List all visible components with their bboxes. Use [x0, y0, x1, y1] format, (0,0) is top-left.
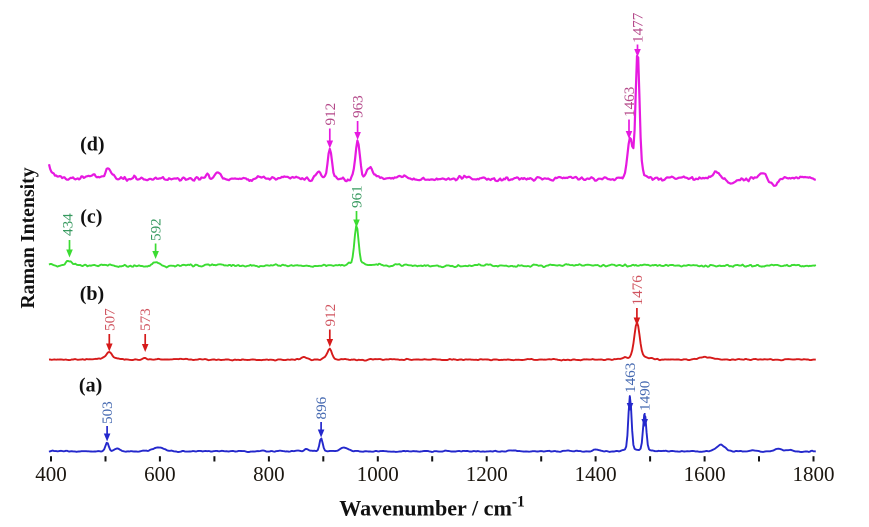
svg-text:1400: 1400: [575, 462, 617, 486]
svg-text:(a): (a): [79, 375, 102, 397]
svg-text:400: 400: [35, 462, 67, 486]
svg-text:(c): (c): [80, 206, 102, 228]
svg-text:912: 912: [322, 304, 339, 327]
svg-text:1463: 1463: [621, 87, 638, 117]
svg-text:1463: 1463: [622, 363, 639, 393]
svg-text:1476: 1476: [629, 275, 646, 306]
svg-text:1000: 1000: [357, 462, 399, 486]
svg-text:573: 573: [137, 308, 154, 331]
svg-text:1477: 1477: [630, 12, 647, 43]
svg-text:600: 600: [144, 462, 176, 486]
svg-text:1600: 1600: [684, 462, 726, 486]
svg-text:592: 592: [148, 218, 165, 241]
svg-text:(b): (b): [80, 283, 104, 305]
svg-text:1490: 1490: [637, 380, 654, 411]
svg-text:1800: 1800: [793, 462, 835, 486]
svg-text:Wavenumber / cm-1: Wavenumber / cm-1: [339, 494, 525, 521]
svg-text:507: 507: [101, 308, 118, 331]
svg-text:1200: 1200: [466, 462, 508, 486]
svg-text:963: 963: [350, 95, 367, 118]
svg-text:800: 800: [253, 462, 285, 486]
svg-text:503: 503: [99, 401, 116, 424]
svg-text:434: 434: [60, 213, 77, 236]
svg-text:961: 961: [349, 185, 366, 208]
svg-text:896: 896: [313, 396, 330, 419]
svg-text:Raman Intensity: Raman Intensity: [17, 167, 39, 308]
svg-text:912: 912: [322, 103, 339, 126]
svg-text:(d): (d): [80, 134, 104, 156]
